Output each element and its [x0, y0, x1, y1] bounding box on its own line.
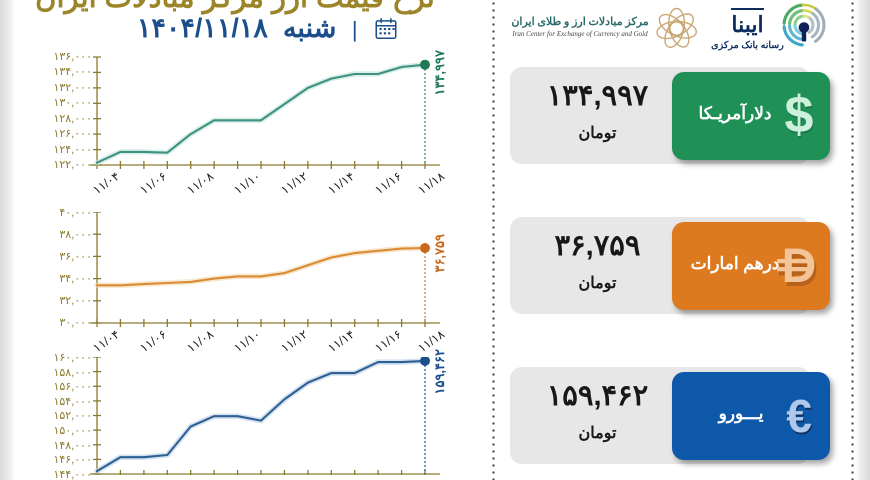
svg-text:$: $ — [785, 86, 814, 144]
svg-text:D: D — [782, 240, 817, 293]
svg-text:€: € — [786, 390, 812, 442]
